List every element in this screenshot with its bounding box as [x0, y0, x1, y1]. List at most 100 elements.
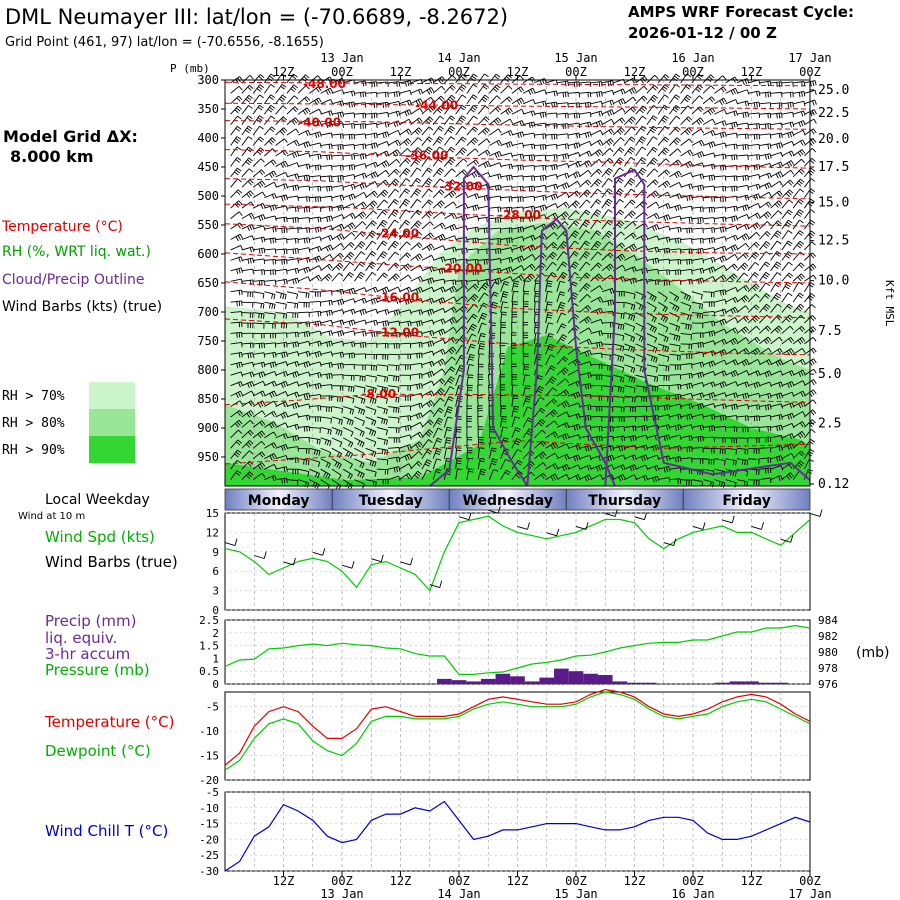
wind-barb [275, 361, 289, 367]
wind-barb-flag [395, 376, 398, 382]
wind-barb-flag [282, 293, 285, 299]
wind-barb-flag [237, 224, 241, 229]
wind-barb-shaft [275, 105, 284, 115]
wind-barb-flag [263, 352, 266, 358]
time-tick-label: 00Z [565, 65, 587, 79]
wind-barb-flag [257, 183, 262, 188]
wind-barb-flag [331, 186, 333, 192]
wind-barb-flag [235, 127, 240, 132]
wind-barb-flag [331, 196, 333, 202]
wind-barb [275, 477, 288, 484]
wind-barb-flag [294, 424, 297, 430]
wind-barb [286, 361, 300, 368]
wind-barb-flag [341, 397, 344, 403]
wind-barb [241, 429, 254, 439]
wind-barb-flag [317, 246, 320, 252]
wind-barb [309, 153, 322, 160]
wind-barb [264, 332, 276, 339]
wind-barb-shaft [286, 95, 295, 105]
wind-barb [320, 185, 333, 192]
forecast-cycle-value: 2026-01-12 / 00 Z [628, 24, 777, 42]
wind-barb-flag [259, 432, 264, 437]
wind-barb [286, 258, 299, 264]
wind-barb-flag [398, 81, 401, 87]
wind-barb-flag [283, 217, 286, 223]
wind-barb-flag [285, 422, 289, 428]
wind-barb-flag [339, 134, 342, 140]
wind-barb-flag [257, 465, 262, 470]
wind-barb-shaft [286, 371, 298, 376]
wind-barb-shaft [286, 457, 298, 460]
wind-barb-flag [398, 418, 400, 424]
wind-barb-flag [528, 155, 531, 161]
wind-barb [275, 205, 288, 211]
wind-barb-flag [272, 238, 274, 244]
wind-barb-shaft [264, 342, 276, 345]
wind-barb-flag [238, 301, 241, 307]
wind-barb-flag [234, 453, 239, 458]
wind-barb-flag [373, 81, 376, 87]
wind-barb-shaft [264, 361, 276, 366]
wind-barb-shaft [297, 479, 309, 484]
wind-barb-flag [240, 390, 244, 396]
wind-barb-flag [279, 293, 283, 299]
wind-barb-flag [314, 352, 318, 358]
wind-barb-flag [235, 169, 241, 174]
wind-barb-shaft [298, 447, 310, 450]
wind-barb [298, 174, 311, 181]
wind-barb [309, 206, 322, 212]
wind-barb-flag [270, 115, 276, 120]
wind-barb-shaft [264, 248, 276, 251]
wind-barb-flag [236, 157, 242, 161]
wind-barb-flag [261, 410, 266, 415]
wind-barb-shaft [241, 268, 253, 272]
wind-barb-shaft [298, 340, 309, 345]
wind-barb-shaft [241, 235, 253, 240]
wind-barb-shaft [309, 405, 321, 407]
wind-barb-flag [486, 228, 488, 234]
wind-barb-shaft [298, 425, 310, 428]
wind-barb [275, 422, 289, 428]
wind-barb-shaft [275, 73, 283, 84]
wind-barb-shaft [241, 301, 253, 304]
wind-barb [275, 322, 288, 329]
wind-barb-flag [238, 95, 243, 100]
wind-barb [264, 312, 276, 320]
wind-barb-flag [291, 75, 297, 80]
wind-barb-flag [236, 107, 241, 112]
wind-barb [309, 274, 322, 282]
wind-barb [230, 361, 243, 369]
wind-barb-flag [235, 393, 239, 398]
wind-barb [252, 191, 266, 199]
wind-barb-flag [285, 172, 289, 178]
wind-barb-flag [307, 460, 310, 466]
wind-barb [275, 391, 289, 397]
wind-barb [264, 269, 277, 276]
wind-barb-flag [248, 401, 253, 407]
wind-barb-shaft [275, 332, 287, 334]
wind-barb [320, 175, 333, 182]
wind-barb-flag [456, 462, 462, 465]
wind-barb-shaft [241, 460, 250, 470]
wind-barb [264, 410, 277, 418]
wind-barb-shaft [477, 405, 479, 418]
wind-barb-flag [239, 410, 243, 415]
wind-barb-shaft [230, 361, 242, 366]
wind-barb-flag [235, 472, 240, 476]
wind-barb-flag [306, 426, 308, 432]
wind-barb [253, 333, 265, 339]
wind-barb-flag [364, 91, 367, 97]
wind-barb-shaft [241, 168, 250, 178]
wind-barb-flag [319, 206, 322, 212]
wind-barb-flag [317, 383, 320, 389]
wind-barb-flag [319, 311, 322, 317]
wind-barb [264, 463, 277, 470]
wind-barb-shaft [241, 257, 253, 261]
wind-barb-shaft [230, 126, 238, 136]
wind-barb-flag [257, 433, 262, 439]
wind-barb-flag [240, 245, 244, 251]
wind-barb [298, 437, 310, 443]
wind-barb-flag [238, 268, 241, 274]
wind-barb-flag [271, 172, 275, 177]
wind-barb-flag [257, 403, 262, 408]
